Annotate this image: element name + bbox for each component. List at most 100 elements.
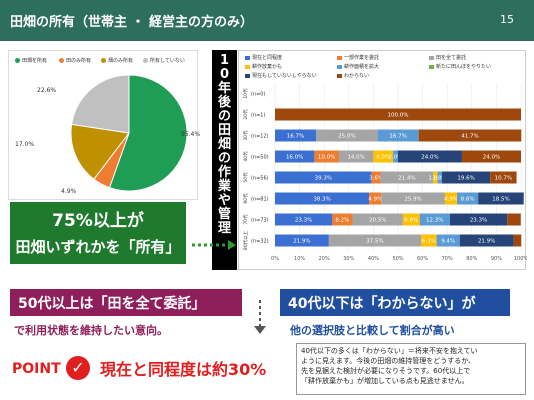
note-line: 40代以下の多くは「わからない」＝将来不安を抱えてい (301, 347, 478, 355)
n-label: (n=32) (251, 239, 269, 245)
bar-segment (380, 171, 434, 184)
pie-label: 55.4% (181, 131, 201, 138)
bar-data-label: 100.0% (388, 113, 409, 119)
legend-swatch (15, 58, 20, 63)
bar-data-label: 20.5% (369, 218, 386, 224)
bar-legend-item: 耕作放棄かも (245, 63, 282, 70)
bar-segment (275, 108, 521, 121)
bar-segment (398, 150, 462, 163)
legend-swatch (101, 58, 106, 63)
bar-segment (490, 171, 517, 184)
bar-data-label: 8.0% (376, 155, 390, 161)
bar-data-label: 39.3% (315, 176, 332, 182)
stacked-bar-chart: 0% 10% 20% 30% 40% 50% 60% 70% 80% 90% 100% 10代 (n=0… (242, 83, 527, 262)
legend-label: 所有していない (150, 58, 185, 64)
dotted-arrow (254, 300, 266, 334)
legend-swatch (337, 55, 342, 60)
bar-data-label: 10.7% (495, 176, 512, 182)
bar-segment (507, 213, 521, 226)
bar-data-label: 23.3% (470, 218, 487, 224)
bar-segment (461, 150, 521, 163)
legend-label: 現在もしていないしやらない (252, 73, 317, 79)
x-tick-label: 50% (392, 256, 403, 262)
title-char: の (217, 151, 231, 166)
bar-data-label: 4.9% (368, 197, 382, 203)
bar-data-label: 14.0% (347, 155, 364, 161)
legend-swatch (429, 55, 434, 60)
bar-data-label: 21.9% (478, 239, 495, 245)
x-tick-label: 90% (491, 256, 502, 262)
x-tick-label: 30% (343, 256, 354, 262)
bar-data-label: 8.6% (461, 197, 475, 203)
bar-data-label: 6.3% (422, 239, 436, 245)
note-line: 「耕作放棄かも」が増加している点も見逃せません。 (301, 377, 469, 385)
n-label: (n=73) (251, 218, 269, 224)
title-char: 田 (217, 123, 231, 138)
pie-legend-item: 畑のみ所有 (101, 57, 133, 64)
title-char: の (217, 109, 231, 124)
bar-segment (275, 150, 315, 163)
legend-swatch (245, 64, 250, 69)
x-tick-label: 70% (442, 256, 453, 262)
bar-segment (444, 192, 458, 205)
x-tick-label: 80% (466, 256, 477, 262)
pie-legend-item: 田のみ所有 (59, 57, 91, 64)
note-box: 40代以下の多くは「わからない」＝将来不安を抱えてい ように見えます。今後の田畑… (296, 343, 526, 395)
bar-data-label: 9.4% (441, 239, 455, 245)
bar-data-label: 18.5% (492, 197, 509, 203)
age40-callout: 40代以下は「わからない」が (280, 289, 510, 316)
bar-data-label: 2.0% (389, 155, 403, 161)
age-label: 80代以上 (242, 230, 249, 250)
legend-label: 田畑を所有 (22, 58, 48, 64)
legend-label: 耕作面積を拡大 (344, 64, 380, 70)
x-tick-label: 100% (514, 256, 527, 262)
pie-slice (71, 74, 130, 134)
bar-segment (381, 192, 445, 205)
point-text: 現在と同程度は約30% (100, 360, 267, 379)
n-label: (n=56) (251, 176, 269, 182)
x-tick-label: 40% (368, 256, 379, 262)
n-label: (n=12) (251, 134, 269, 140)
legend-label: 新たに田んぼをやりたい (436, 64, 492, 70)
pie-label: 22.6% (37, 87, 57, 94)
bar-segment (393, 150, 398, 163)
bar-segment (459, 234, 514, 247)
age-label: 50代 (242, 172, 249, 183)
bar-data-label: 12.3% (426, 218, 443, 224)
age40-subtext: 他の選択肢と比較して割合が高い (290, 324, 455, 337)
legend-label: わからない (344, 73, 370, 79)
bar-segment (275, 171, 372, 184)
legend-swatch (429, 64, 434, 69)
bar-segment (478, 192, 524, 205)
bar-segment (373, 150, 394, 163)
legend-swatch (59, 58, 64, 63)
bar-data-label: 41.7% (461, 134, 478, 140)
bar-segment (433, 171, 438, 184)
age-label: 60代 (242, 193, 249, 204)
bar-data-label: 19.6% (457, 176, 474, 182)
bar-data-label: 16.7% (287, 134, 304, 140)
bar-segment (332, 213, 353, 226)
ownership-callout: 75%以上が 田畑いずれかを「所有」 (10, 202, 186, 264)
title-char: や (217, 193, 231, 208)
legend-label: 田を全て委託 (436, 55, 467, 61)
bar-legend-item: わからない (337, 72, 369, 79)
bar-data-label: 6.8% (404, 218, 418, 224)
legend-label: 耕作放棄かも (252, 64, 283, 70)
title-char: 作 (217, 165, 231, 180)
pie-chart-panel: 田畑を所有 田のみ所有 畑のみ所有 所有していない 55.4% 4.9% 17.… (8, 50, 201, 200)
bar-data-label: 25.0% (338, 134, 355, 140)
age50-callout: 50代以上は「田を全て委託」 (10, 289, 242, 316)
bar-segment (449, 213, 508, 226)
bar-legend-item: 新たに田んぼをやりたい (429, 63, 491, 70)
legend-swatch (245, 55, 250, 60)
bar-segment (316, 129, 378, 142)
pie-slice (108, 74, 188, 192)
x-tick-label: 20% (319, 256, 330, 262)
bar-data-label: 37.5% (366, 239, 383, 245)
bar-segment (513, 234, 522, 247)
pie-label: 17.0% (15, 141, 35, 148)
x-tick-label: 60% (417, 256, 428, 262)
bar-data-label: 21.4% (398, 176, 415, 182)
age50-subtext: で利用状態を維持したい意向。 (14, 324, 168, 337)
